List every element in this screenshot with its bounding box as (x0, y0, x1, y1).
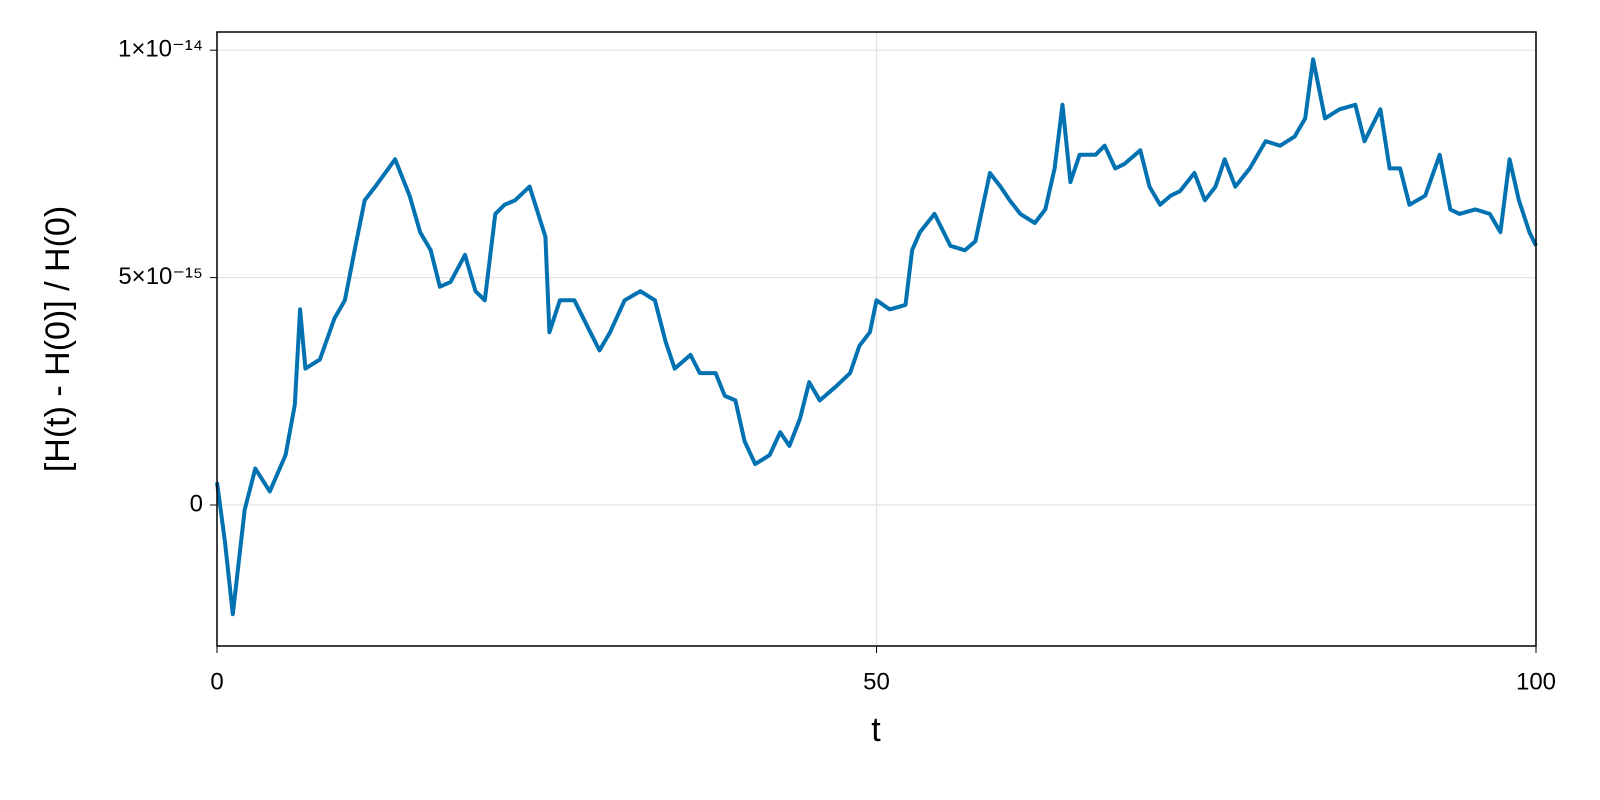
y-axis-label: [H(t) - H(0)] / H(0) (39, 206, 77, 472)
x-tick-label: 50 (863, 668, 890, 695)
y-tick-label: 5×10⁻¹⁵ (118, 263, 203, 290)
plot-frame (216, 31, 1537, 647)
y-tick-label: 1×10⁻¹⁴ (118, 36, 203, 63)
data-line (215, 57, 1538, 617)
x-tick-label: 100 (1516, 668, 1556, 695)
x-axis-label: t (871, 711, 881, 749)
y-tick-label: 0 (190, 490, 203, 517)
x-tick-label: 0 (210, 668, 223, 695)
